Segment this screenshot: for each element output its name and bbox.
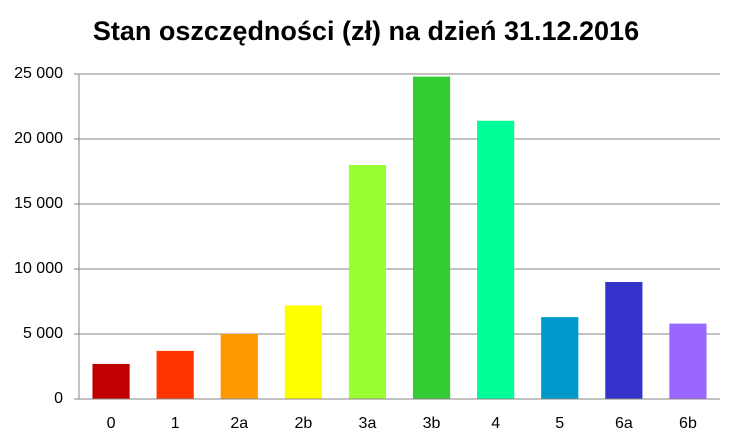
- bar: [220, 334, 258, 399]
- y-tick-label: 20 000: [14, 130, 63, 147]
- bar: [605, 282, 643, 399]
- x-tick-label: 6a: [615, 415, 633, 432]
- x-tick-label: 3a: [359, 415, 377, 432]
- y-tick-label: 0: [54, 390, 63, 407]
- x-tick-label: 1: [171, 415, 180, 432]
- x-tick-label: 2b: [294, 415, 312, 432]
- bar: [541, 317, 579, 399]
- x-tick-label: 6b: [679, 415, 697, 432]
- y-tick-label: 5 000: [23, 325, 63, 342]
- bar: [284, 305, 322, 399]
- bar: [156, 350, 194, 399]
- y-tick-label: 10 000: [14, 260, 63, 277]
- bar: [92, 363, 130, 399]
- y-tick-label: 25 000: [14, 65, 63, 82]
- bar: [477, 120, 515, 400]
- x-tick-label: 3b: [423, 415, 441, 432]
- y-tick-label: 15 000: [14, 195, 63, 212]
- x-tick-label: 0: [107, 415, 116, 432]
- x-tick-label: 4: [491, 415, 500, 432]
- x-tick-label: 5: [555, 415, 564, 432]
- bar: [412, 76, 451, 399]
- bar: [669, 323, 707, 399]
- bar: [348, 165, 387, 399]
- x-tick-label: 2a: [230, 415, 248, 432]
- chart-title: Stan oszczędności (zł) na dzień 31.12.20…: [93, 16, 639, 46]
